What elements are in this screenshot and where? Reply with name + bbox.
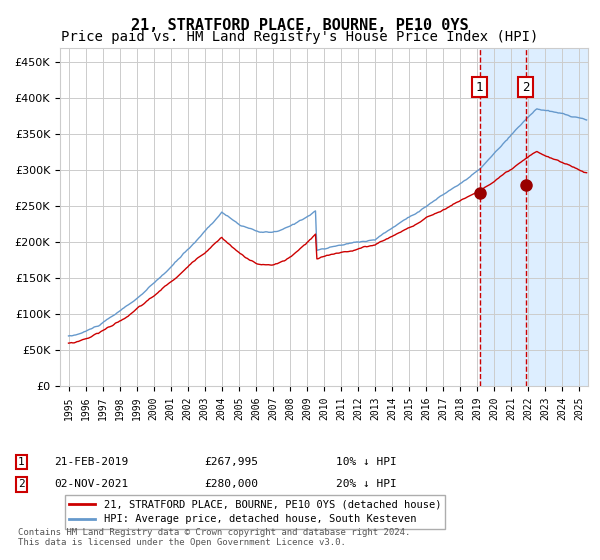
- Text: 20% ↓ HPI: 20% ↓ HPI: [336, 479, 397, 489]
- Text: 21, STRATFORD PLACE, BOURNE, PE10 0YS: 21, STRATFORD PLACE, BOURNE, PE10 0YS: [131, 18, 469, 33]
- Text: £267,995: £267,995: [204, 457, 258, 467]
- Text: 1: 1: [18, 457, 25, 467]
- Text: Price paid vs. HM Land Registry's House Price Index (HPI): Price paid vs. HM Land Registry's House …: [61, 30, 539, 44]
- Text: 21-FEB-2019: 21-FEB-2019: [54, 457, 128, 467]
- Bar: [479, 48, 595, 386]
- Legend: 21, STRATFORD PLACE, BOURNE, PE10 0YS (detached house), HPI: Average price, deta: 21, STRATFORD PLACE, BOURNE, PE10 0YS (d…: [65, 495, 445, 529]
- Text: 02-NOV-2021: 02-NOV-2021: [54, 479, 128, 489]
- Text: 2: 2: [18, 479, 25, 489]
- Text: 2: 2: [522, 81, 529, 94]
- Text: Contains HM Land Registry data © Crown copyright and database right 2024.
This d: Contains HM Land Registry data © Crown c…: [18, 528, 410, 547]
- Text: £280,000: £280,000: [204, 479, 258, 489]
- Text: 10% ↓ HPI: 10% ↓ HPI: [336, 457, 397, 467]
- Text: 1: 1: [476, 81, 483, 94]
